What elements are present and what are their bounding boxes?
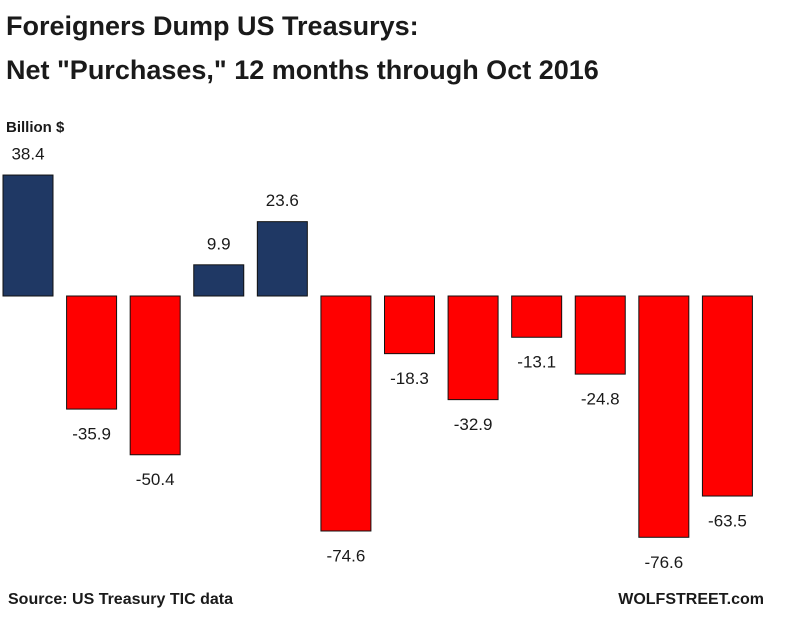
bar bbox=[447, 295, 499, 401]
bar bbox=[511, 295, 563, 338]
bar bbox=[638, 295, 690, 538]
value-label: -63.5 bbox=[708, 512, 747, 531]
credit: WOLFSTREET.com bbox=[618, 591, 764, 608]
value-label: -32.9 bbox=[454, 415, 493, 434]
value-label: -18.3 bbox=[390, 369, 429, 388]
bar bbox=[320, 295, 372, 532]
chart-subtitle: Net "Purchases," 12 months through Oct 2… bbox=[6, 55, 599, 85]
bar bbox=[2, 174, 54, 297]
value-label: -13.1 bbox=[517, 353, 556, 372]
value-label: 38.4 bbox=[11, 145, 44, 164]
value-label: -76.6 bbox=[644, 553, 683, 572]
bar bbox=[384, 295, 435, 355]
chart-title: Foreigners Dump US Treasurys: bbox=[6, 11, 419, 41]
value-label: -35.9 bbox=[72, 425, 111, 444]
source: Source: US Treasury TIC data bbox=[8, 591, 233, 608]
value-label: -50.4 bbox=[136, 470, 175, 489]
bar bbox=[701, 295, 753, 497]
value-label: 9.9 bbox=[207, 234, 231, 253]
value-label: -74.6 bbox=[327, 546, 366, 565]
bar bbox=[66, 295, 118, 410]
value-label: 23.6 bbox=[266, 191, 299, 210]
value-label: -24.8 bbox=[581, 390, 620, 409]
bar bbox=[256, 221, 308, 297]
y-axis-label: Billion $ bbox=[6, 119, 65, 136]
bar bbox=[193, 264, 245, 297]
bar bbox=[129, 295, 181, 456]
bar bbox=[574, 295, 626, 375]
